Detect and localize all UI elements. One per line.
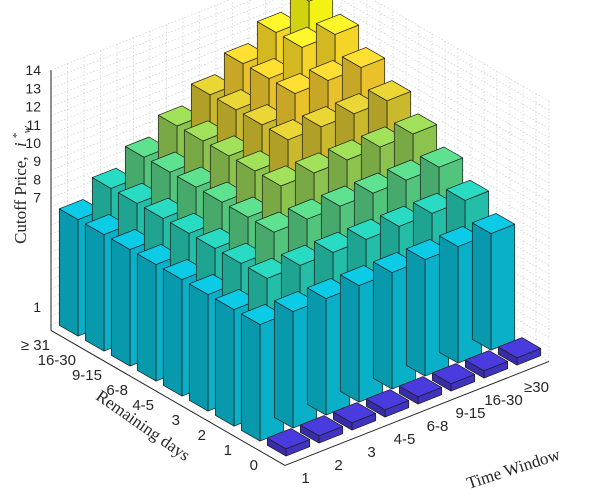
x-tick-label: 1 [301, 470, 309, 487]
svg-text:Cutoff Price, i: Cutoff Price, i * w [5, 125, 33, 244]
x-tick-label: 2 [334, 457, 342, 474]
x-tick-label: 4-5 [394, 431, 416, 448]
axis-line [284, 360, 550, 466]
x-tick-label: 3 [367, 444, 375, 461]
grid-line [325, 0, 550, 129]
z-axis-label-sub: w [21, 125, 33, 133]
z-tick-label: 7 [33, 190, 41, 206]
y-tick-label: 9-15 [72, 367, 102, 384]
bar [365, 389, 410, 418]
z-tick-label: 12 [25, 99, 41, 115]
z-axis-label-sup: * [11, 133, 23, 139]
bar [266, 428, 311, 457]
z-tick-label: 8 [33, 171, 41, 187]
bar [497, 337, 542, 366]
x-tick-label: 16-30 [484, 392, 522, 409]
bar [471, 213, 516, 351]
x-tick-label: ≥30 [524, 379, 549, 396]
z-tick-label: 14 [25, 62, 41, 78]
bar [299, 415, 344, 444]
x-axis-label: Time Window [464, 445, 563, 493]
z-tick-label: 1 [33, 299, 41, 315]
y-tick-label: 3 [172, 412, 180, 429]
z-axis-label-text: Cutoff Price, [11, 156, 30, 244]
y-tick-label: 6-8 [106, 382, 128, 399]
z-tick-label: 10 [25, 135, 41, 151]
z-tick-label: 9 [33, 153, 41, 169]
bar [398, 376, 443, 405]
x-tick-label: 6-8 [427, 418, 449, 435]
y-tick-label: 2 [198, 427, 206, 444]
axis-line [50, 330, 286, 466]
tick-labels: 1234-56-89-1516-30≥3001234-56-89-1516-30… [21, 62, 549, 487]
z-axis-label-symbol: i [11, 142, 30, 147]
bar [431, 363, 476, 392]
z-axis-label: Cutoff Price, i * w [5, 125, 33, 244]
y-tick-label: 4-5 [132, 397, 154, 414]
z-tick-label: 11 [26, 117, 41, 133]
x-tick-label: 9-15 [455, 405, 485, 422]
bars [58, 0, 542, 457]
y-tick-label: 16-30 [38, 352, 76, 369]
y-tick-label: 0 [250, 457, 258, 474]
z-tick-label: 13 [25, 80, 41, 96]
bar [464, 350, 509, 379]
y-tick-label: ≥ 31 [21, 337, 50, 354]
bar [332, 402, 377, 431]
y-tick-label: 1 [224, 442, 232, 459]
